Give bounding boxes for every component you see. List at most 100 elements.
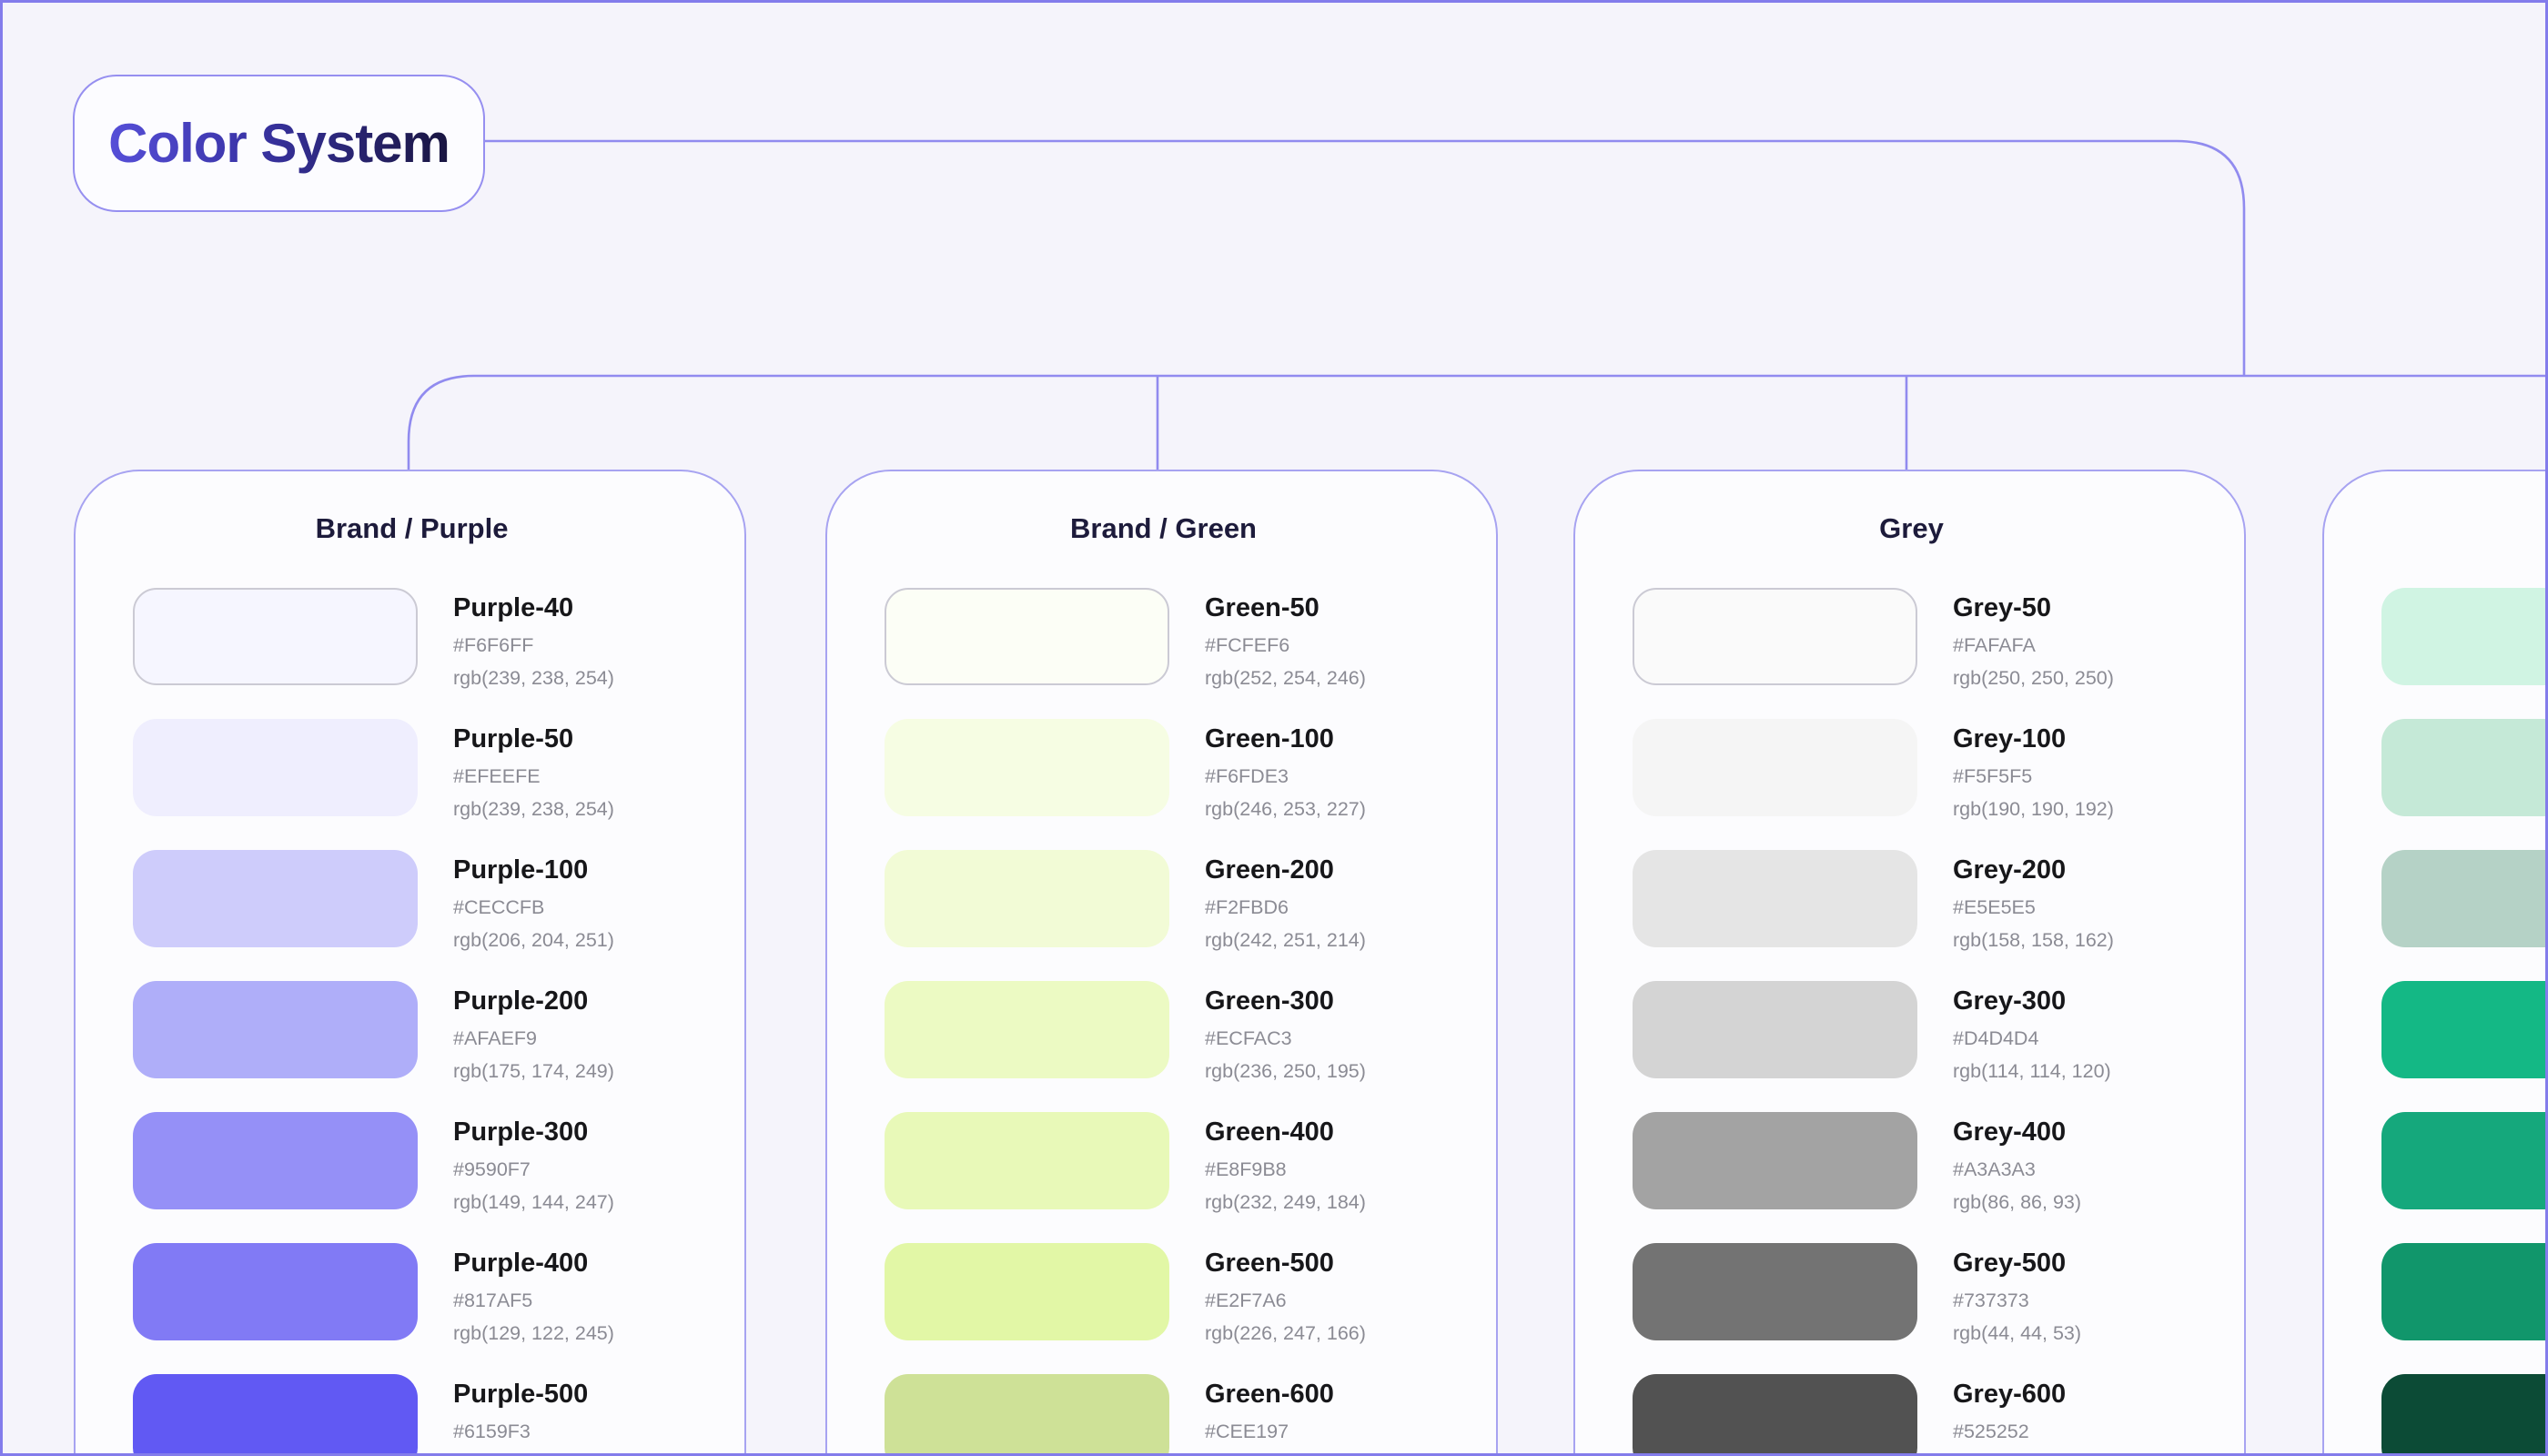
- color-info: Grey-200 #E5E5E5 rgb(158, 158, 162): [1953, 850, 2114, 951]
- color-hex: #525252: [1953, 1421, 2029, 1442]
- color-row: Purple-400 #817AF5 rgb(129, 122, 245): [133, 1243, 744, 1344]
- color-rgb: rgb(40, 40, 48): [1953, 1452, 2081, 1456]
- color-swatch: [133, 850, 418, 947]
- palette-card-partial-right: [2322, 470, 2548, 1456]
- color-info: Purple-400 #817AF5 rgb(129, 122, 245): [453, 1243, 614, 1344]
- card-title: [2381, 511, 2548, 546]
- color-rgb: rgb(206, 204, 251): [453, 929, 614, 951]
- color-swatch: [1633, 1112, 1917, 1209]
- page-title: Color System: [108, 113, 450, 174]
- color-name: Purple-400: [453, 1249, 589, 1278]
- color-row: Green-600 #CEE197 rgb(206, 225, 151): [885, 1374, 1496, 1456]
- color-row: Grey-200 #E5E5E5 rgb(158, 158, 162): [1633, 850, 2244, 951]
- color-swatch: [133, 981, 418, 1078]
- color-name: Green-200: [1205, 855, 1334, 885]
- color-rgb: rgb(226, 247, 166): [1205, 1322, 1366, 1344]
- color-hex: #F6F6FF: [453, 634, 534, 656]
- color-row: Green-400 #E8F9B8 rgb(232, 249, 184): [885, 1112, 1496, 1213]
- color-hex: #E2F7A6: [1205, 1289, 1287, 1311]
- color-swatch: [885, 1374, 1169, 1456]
- color-rgb: rgb(236, 250, 195): [1205, 1060, 1366, 1082]
- color-rgb: rgb(114, 114, 120): [1953, 1060, 2111, 1082]
- color-name: Purple-50: [453, 724, 574, 753]
- color-swatch: [133, 1374, 418, 1456]
- connector-drop-purple: [407, 374, 475, 470]
- color-rgb: rgb(97, 89, 243): [453, 1452, 592, 1456]
- color-row: Grey-400 #A3A3A3 rgb(86, 86, 93): [1633, 1112, 2244, 1213]
- color-swatch: [885, 1243, 1169, 1340]
- page-title-box: Color System: [73, 75, 485, 212]
- color-hex: #E5E5E5: [1953, 896, 2036, 918]
- color-row: [2381, 588, 2548, 685]
- color-info: Green-500 #E2F7A6 rgb(226, 247, 166): [1205, 1243, 1366, 1344]
- color-hex: #CEE197: [1205, 1421, 1289, 1442]
- color-info: Purple-100 #CECCFB rgb(206, 204, 251): [453, 850, 614, 951]
- color-info: Green-50 #FCFEF6 rgb(252, 254, 246): [1205, 588, 1366, 689]
- color-swatch: [2381, 719, 2548, 816]
- card-title: Grey: [1879, 512, 1944, 544]
- color-info: Grey-400 #A3A3A3 rgb(86, 86, 93): [1953, 1112, 2081, 1213]
- color-name: Purple-100: [453, 855, 589, 885]
- color-swatch: [885, 981, 1169, 1078]
- color-info: Green-600 #CEE197 rgb(206, 225, 151): [1205, 1374, 1366, 1456]
- color-swatch: [1633, 1243, 1917, 1340]
- color-swatch: [2381, 1243, 2548, 1340]
- color-row: Green-50 #FCFEF6 rgb(252, 254, 246): [885, 588, 1496, 689]
- color-hex: #D4D4D4: [1953, 1027, 2039, 1049]
- color-rgb: rgb(149, 144, 247): [453, 1191, 614, 1213]
- color-row: [2381, 1243, 2548, 1340]
- color-name: Green-500: [1205, 1249, 1334, 1278]
- color-hex: #ECFAC3: [1205, 1027, 1292, 1049]
- color-rgb: rgb(232, 249, 184): [1205, 1191, 1366, 1213]
- color-info: Purple-300 #9590F7 rgb(149, 144, 247): [453, 1112, 614, 1213]
- color-info: Green-400 #E8F9B8 rgb(232, 249, 184): [1205, 1112, 1366, 1213]
- color-hex: #9590F7: [453, 1158, 531, 1180]
- color-info: Grey-500 #737373 rgb(44, 44, 53): [1953, 1243, 2081, 1344]
- swatch-rows: Purple-40 #F6F6FF rgb(239, 238, 254) Purple…: [133, 588, 744, 1456]
- color-row: Green-100 #F6FDE3 rgb(246, 253, 227): [885, 719, 1496, 820]
- color-rgb: rgb(239, 238, 254): [453, 798, 614, 820]
- color-hex: #F2FBD6: [1205, 896, 1289, 918]
- color-row: [2381, 1112, 2548, 1209]
- color-hex: #F5F5F5: [1953, 765, 2033, 787]
- color-rgb: rgb(44, 44, 53): [1953, 1322, 2082, 1344]
- color-row: Grey-500 #737373 rgb(44, 44, 53): [1633, 1243, 2244, 1344]
- color-hex: #EFEEFE: [453, 765, 541, 787]
- color-rgb: rgb(242, 251, 214): [1205, 929, 1366, 951]
- color-info: Green-200 #F2FBD6 rgb(242, 251, 214): [1205, 850, 1366, 951]
- palette-card-brand-green: Brand / Green Green-50 #FCFEF6 rgb(252, 254…: [825, 470, 1498, 1456]
- color-swatch: [133, 1243, 418, 1340]
- color-swatch: [133, 719, 418, 816]
- color-row: [2381, 850, 2548, 947]
- swatch-rows: Green-50 #FCFEF6 rgb(252, 254, 246) Green-1…: [885, 588, 1496, 1456]
- color-info: Purple-500 #6159F3 rgb(97, 89, 243): [453, 1374, 592, 1456]
- color-name: Grey-200: [1953, 855, 2067, 885]
- color-info: Purple-50 #EFEEFE rgb(239, 238, 254): [453, 719, 614, 820]
- color-hex: #F6FDE3: [1205, 765, 1289, 787]
- color-hex: #AFAEF9: [453, 1027, 538, 1049]
- color-name: Green-50: [1205, 593, 1320, 622]
- color-hex: #737373: [1953, 1289, 2029, 1311]
- color-rgb: rgb(129, 122, 245): [453, 1322, 614, 1344]
- color-info: Grey-100 #F5F5F5 rgb(190, 190, 192): [1953, 719, 2114, 820]
- color-row: Purple-40 #F6F6FF rgb(239, 238, 254): [133, 588, 744, 689]
- color-name: Green-600: [1205, 1380, 1334, 1409]
- connector-title-to-trunk: [485, 139, 2246, 376]
- color-row: [2381, 719, 2548, 816]
- palette-card-grey: Grey Grey-50 #FAFAFA rgb(250, 250, 250) Grey…: [1573, 470, 2246, 1456]
- color-rgb: rgb(175, 174, 249): [453, 1060, 614, 1082]
- color-row: Grey-600 #525252 rgb(40, 40, 48): [1633, 1374, 2244, 1456]
- swatch-rows: [2381, 588, 2548, 1456]
- color-row: Grey-100 #F5F5F5 rgb(190, 190, 192): [1633, 719, 2244, 820]
- color-row: [2381, 1374, 2548, 1456]
- color-info: Grey-600 #525252 rgb(40, 40, 48): [1953, 1374, 2081, 1456]
- color-row: Grey-300 #D4D4D4 rgb(114, 114, 120): [1633, 981, 2244, 1082]
- color-name: Grey-100: [1953, 724, 2067, 753]
- color-name: Grey-300: [1953, 986, 2067, 1016]
- color-row: [2381, 981, 2548, 1078]
- color-info: Grey-50 #FAFAFA rgb(250, 250, 250): [1953, 588, 2114, 689]
- color-swatch: [885, 588, 1169, 685]
- color-swatch: [1633, 850, 1917, 947]
